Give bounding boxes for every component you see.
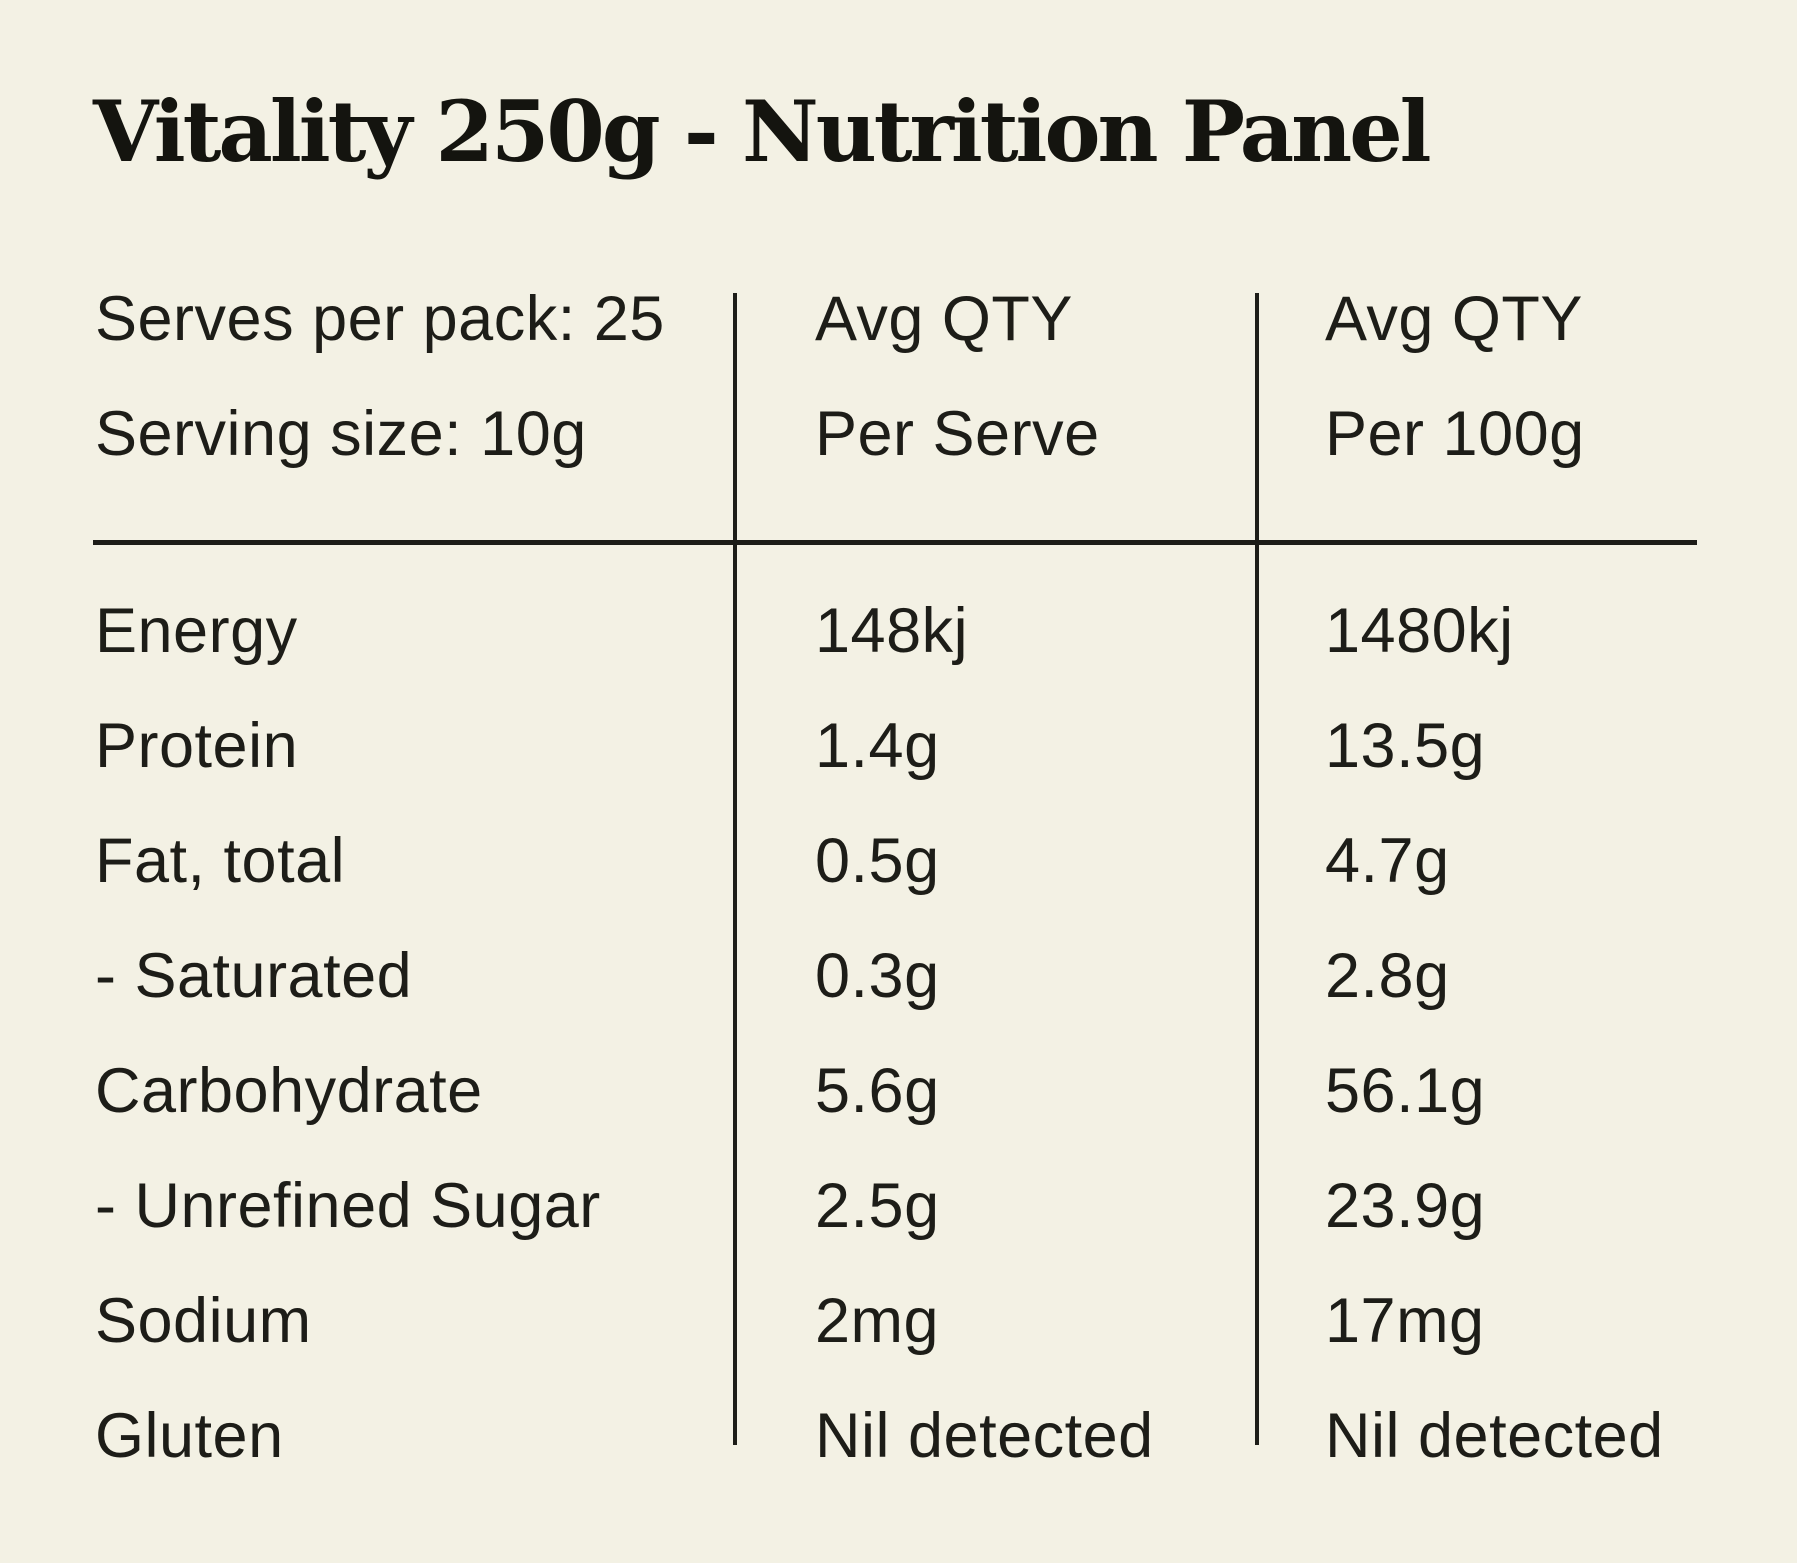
per-serve-value: 0.5g: [815, 826, 940, 896]
table-row-gluten: Gluten Nil detected Nil detected: [95, 1379, 1700, 1494]
serving-size-text: Serving size: 10g: [95, 399, 587, 469]
column-divider-right: [1255, 293, 1259, 1445]
per-serve-column-header: Avg QTY Per Serve: [735, 262, 1257, 492]
nutrient-label: Sodium: [95, 1286, 312, 1356]
per-100g-value: Nil detected: [1325, 1401, 1664, 1471]
nutrient-label: - Unrefined Sugar: [95, 1171, 601, 1241]
header-separator-rule: [93, 540, 1697, 545]
table-row-carbohydrate: Carbohydrate 5.6g 56.1g: [95, 1034, 1700, 1149]
nutrient-label: Protein: [95, 711, 299, 781]
table-header: Serves per pack: 25 Serving size: 10g Av…: [95, 262, 1700, 492]
per-serve-header-line2: Per Serve: [815, 399, 1100, 469]
table-body: Energy 148kj 1480kj Protein 1.4g 13.5g F…: [95, 574, 1700, 1494]
nutrient-label: Fat, total: [95, 826, 346, 896]
table-row-fat-total: Fat, total 0.5g 4.7g: [95, 804, 1700, 919]
per-serve-value: Nil detected: [815, 1401, 1154, 1471]
per-serve-value: 148kj: [815, 596, 969, 666]
per-100g-header-line1: Avg QTY: [1325, 284, 1583, 354]
per-serve-value: 2mg: [815, 1286, 940, 1356]
table-row-saturated-fat: - Saturated 0.3g 2.8g: [95, 919, 1700, 1034]
per-100g-column-header: Avg QTY Per 100g: [1257, 262, 1700, 492]
per-100g-value: 2.8g: [1325, 941, 1450, 1011]
per-100g-header-line2: Per 100g: [1325, 399, 1585, 469]
nutrient-label: Gluten: [95, 1401, 284, 1471]
per-100g-value: 23.9g: [1325, 1171, 1486, 1241]
per-100g-value: 1480kj: [1325, 596, 1514, 666]
nutrient-label: Carbohydrate: [95, 1056, 483, 1126]
per-serve-value: 1.4g: [815, 711, 940, 781]
per-100g-value: 13.5g: [1325, 711, 1486, 781]
per-serve-value: 2.5g: [815, 1171, 940, 1241]
nutrient-label: - Saturated: [95, 941, 413, 1011]
per-serve-value: 0.3g: [815, 941, 940, 1011]
nutrition-table: Serves per pack: 25 Serving size: 10g Av…: [95, 262, 1700, 1494]
per-100g-value: 56.1g: [1325, 1056, 1486, 1126]
page-title: Vitality 250g - Nutrition Panel: [93, 82, 1432, 181]
per-100g-value: 4.7g: [1325, 826, 1450, 896]
per-serve-header-line1: Avg QTY: [815, 284, 1073, 354]
nutrient-label: Energy: [95, 596, 298, 666]
pack-info-cell: Serves per pack: 25 Serving size: 10g: [95, 262, 735, 492]
table-row-unrefined-sugar: - Unrefined Sugar 2.5g 23.9g: [95, 1149, 1700, 1264]
serves-per-pack-text: Serves per pack: 25: [95, 284, 665, 354]
column-divider-left: [733, 293, 737, 1445]
per-100g-value: 17mg: [1325, 1286, 1485, 1356]
table-row-protein: Protein 1.4g 13.5g: [95, 689, 1700, 804]
per-serve-value: 5.6g: [815, 1056, 940, 1126]
table-row-energy: Energy 148kj 1480kj: [95, 574, 1700, 689]
table-row-sodium: Sodium 2mg 17mg: [95, 1264, 1700, 1379]
